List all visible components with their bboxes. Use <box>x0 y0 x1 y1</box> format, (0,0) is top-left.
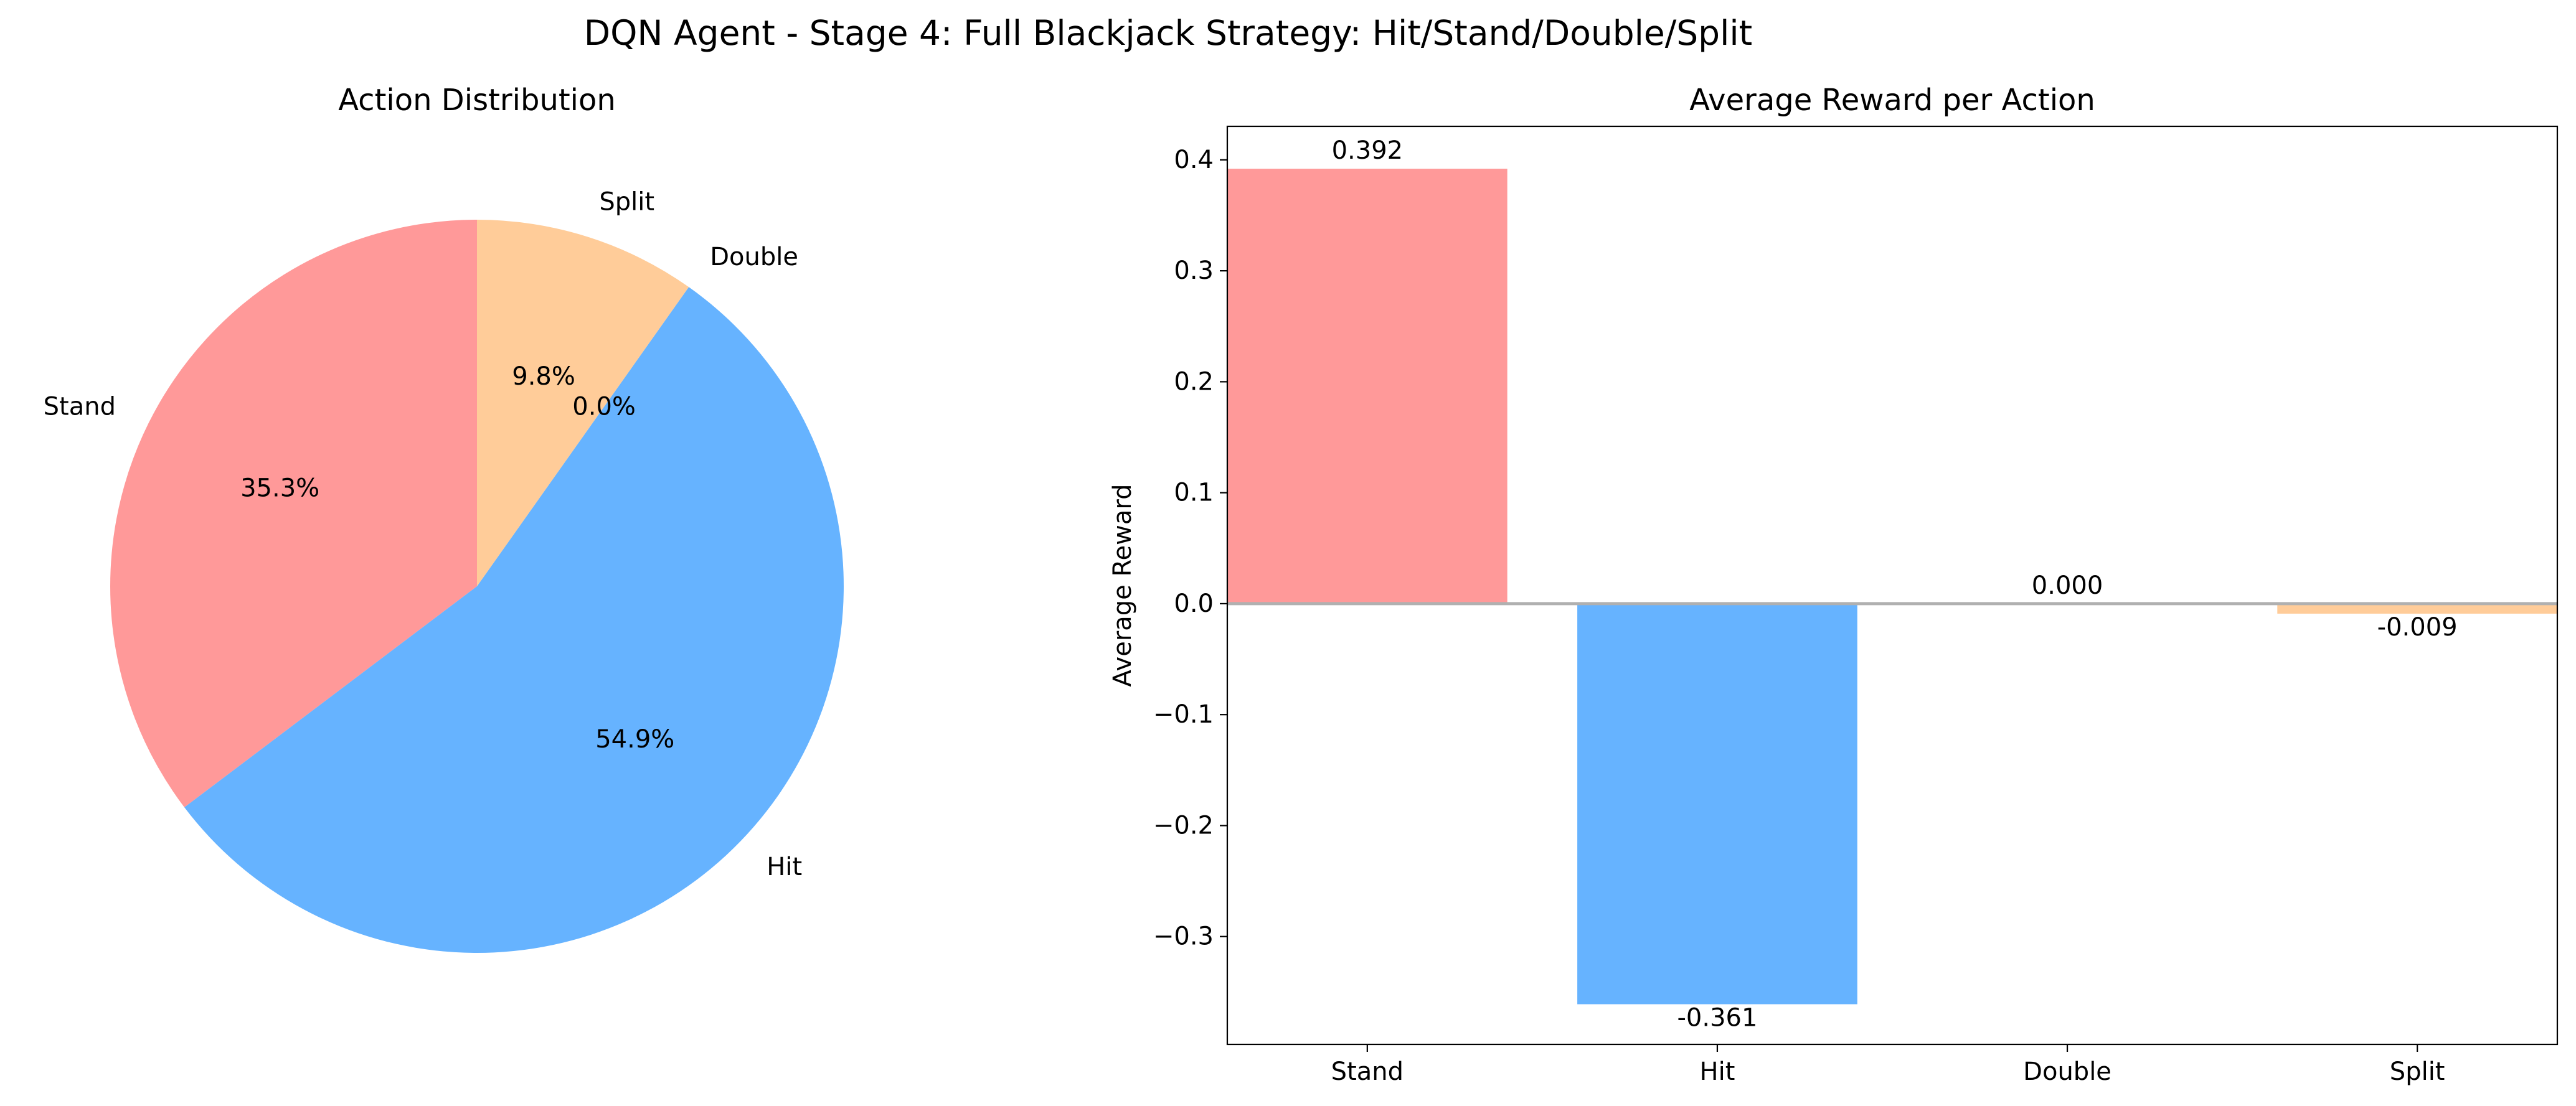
x-tick-label-double: Double <box>2023 1057 2111 1086</box>
y-tick-label: 0.3 <box>1174 256 1214 285</box>
pie-slices <box>110 220 844 954</box>
pie-slice-hit <box>184 287 844 954</box>
y-tick-label: −0.3 <box>1153 922 1214 951</box>
y-ticks: −0.3 −0.2 −0.1 0.0 0.1 0.2 0.3 0.4 <box>1153 146 1227 951</box>
bar-chart: Average Reward per Action −0.3 −0.2 −0.1 0.… <box>1108 83 2559 1086</box>
bars <box>1227 169 2557 1005</box>
pie-pct-stand: 35.3% <box>240 474 319 503</box>
figure-title: DQN Agent - Stage 4: Full Blackjack Stra… <box>584 13 1752 53</box>
axes-frame <box>1226 125 2559 1046</box>
bar-value-double: 0.000 <box>2032 571 2103 600</box>
y-axis-label: Average Reward <box>1108 484 1137 687</box>
y-tick-label: −0.1 <box>1153 700 1214 729</box>
y-tick-label: 0.2 <box>1174 367 1214 396</box>
pie-slice-split <box>477 220 689 586</box>
y-tick-label: 0.1 <box>1174 479 1214 507</box>
bar-hit <box>1577 603 1857 1005</box>
pie-labels: Stand 35.3% Hit 54.9% Double 0.0% Split 9.8% <box>44 188 803 881</box>
x-tick-label-hit: Hit <box>1700 1057 1735 1086</box>
bar-stand <box>1227 169 1507 604</box>
x-ticks: Stand Hit Double Split <box>1331 1044 2445 1086</box>
x-tick-label-split: Split <box>2390 1057 2445 1086</box>
bar-value-hit: -0.361 <box>1677 1003 1757 1032</box>
pie-pct-split: 9.8% <box>512 362 575 391</box>
bar-value-stand: 0.392 <box>1332 136 1404 165</box>
y-tick-label: 0.0 <box>1174 589 1214 618</box>
y-tick-label: −0.2 <box>1153 811 1214 840</box>
pie-slice-stand <box>110 220 477 808</box>
x-tick-label-stand: Stand <box>1331 1057 1404 1086</box>
bar-value-split: -0.009 <box>2377 613 2458 642</box>
pie-label-hit: Hit <box>767 853 802 881</box>
pie-label-split: Split <box>599 188 654 217</box>
pie-pct-double: 0.0% <box>572 393 636 421</box>
pie-chart: Action Distribution Stand 35.3% Hit 54.9% Do… <box>44 83 844 954</box>
pie-pct-hit: 54.9% <box>595 725 674 754</box>
y-tick-label: 0.4 <box>1174 146 1214 174</box>
bar-split <box>2277 603 2557 614</box>
bar-value-labels: 0.392 -0.361 0.000 -0.009 <box>1332 136 2458 1032</box>
pie-label-stand: Stand <box>44 392 116 421</box>
bar-title: Average Reward per Action <box>1689 83 2095 118</box>
pie-label-double: Double <box>710 243 798 271</box>
pie-title: Action Distribution <box>338 83 616 118</box>
